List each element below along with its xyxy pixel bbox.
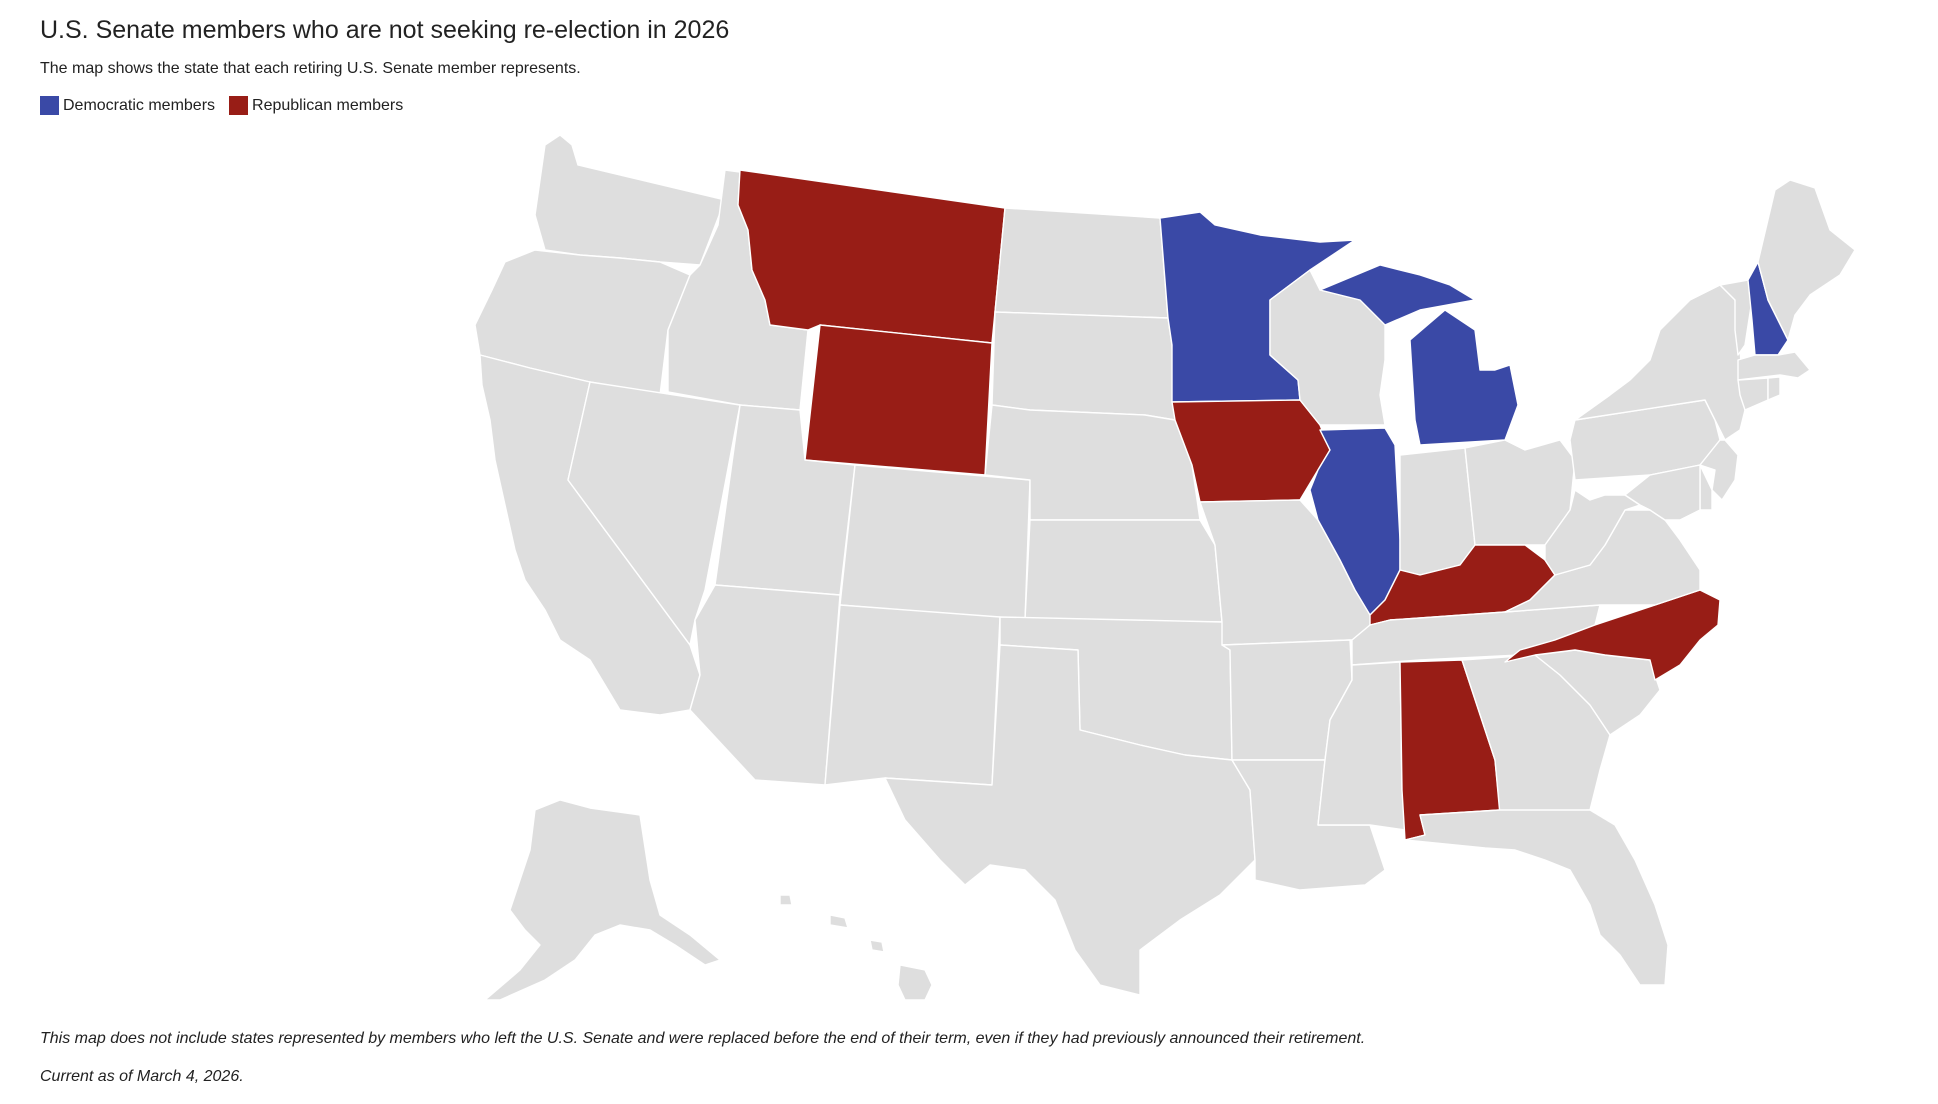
- legend-swatch-democratic: [40, 96, 59, 115]
- states-layer: [474, 134, 1856, 1001]
- state-mt: [737, 169, 1006, 344]
- state-ne: [984, 404, 1201, 521]
- state-wa: [534, 134, 726, 266]
- state-ks: [1024, 519, 1223, 623]
- state-wy: [804, 324, 993, 476]
- state-in: [1399, 447, 1476, 576]
- state-il: [1309, 427, 1401, 616]
- legend-item-democratic: Democratic members: [40, 96, 215, 115]
- state-nm: [824, 604, 1001, 786]
- map-title: U.S. Senate members who are not seeking …: [40, 16, 730, 44]
- state-fl: [1404, 809, 1669, 986]
- state-az: [689, 584, 841, 786]
- state-co: [839, 464, 1031, 621]
- map-subtitle: The map shows the state that each retiri…: [40, 60, 581, 77]
- state-ri: [1767, 376, 1781, 401]
- state-mi: [1319, 264, 1519, 446]
- state-ma: [1737, 351, 1811, 381]
- footnote: This map does not include states represe…: [40, 1030, 1366, 1047]
- state-nj: [1699, 439, 1739, 501]
- state-ct: [1737, 377, 1769, 411]
- state-me: [1757, 179, 1856, 341]
- state-sd: [991, 311, 1176, 421]
- legend-label-democratic: Democratic members: [63, 96, 216, 114]
- legend-swatch-republican: [229, 96, 249, 115]
- legend-item-republican: Republican members: [229, 96, 403, 115]
- legend: Democratic members Republican members: [40, 96, 403, 115]
- state-md: [1624, 464, 1701, 521]
- state-ak: [484, 799, 721, 1001]
- state-hi: [779, 894, 933, 1001]
- as-of-date: Current as of March 4, 2026.: [40, 1068, 244, 1085]
- state-de: [1699, 464, 1713, 511]
- legend-label-republican: Republican members: [252, 96, 404, 114]
- state-tx: [884, 644, 1256, 996]
- state-nd: [994, 207, 1169, 319]
- state-nc: [1504, 589, 1721, 681]
